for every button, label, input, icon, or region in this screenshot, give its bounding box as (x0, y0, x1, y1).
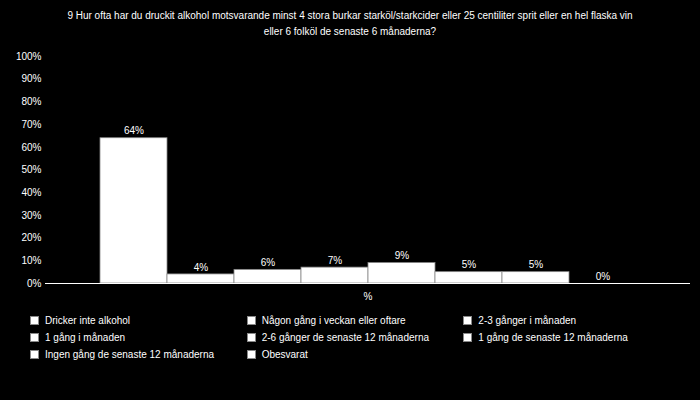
svg-text:30%: 30% (21, 210, 41, 221)
html-text:1 gång i månaden: 1 gång i månaden (45, 332, 126, 343)
svg-text:6%: 6% (261, 257, 276, 268)
html-text:1 gång de senaste 12 månaderna: 1 gång de senaste 12 månaderna (478, 332, 628, 343)
svg-text:100%: 100% (16, 51, 42, 62)
svg-text:20%: 20% (21, 232, 41, 243)
svg-text:40%: 40% (21, 187, 41, 198)
svg-text:4%: 4% (194, 262, 209, 273)
svg-text:70%: 70% (21, 119, 41, 130)
svg-text:%: % (364, 291, 373, 302)
svg-text:90%: 90% (21, 73, 41, 84)
svg-text:5%: 5% (462, 259, 477, 270)
svg-text:80%: 80% (21, 96, 41, 107)
svg-text:60%: 60% (21, 142, 41, 153)
html-text:Ingen gång de senaste 12 månad: Ingen gång de senaste 12 månaderna (45, 349, 214, 360)
html-text:2-3 gånger i månaden: 2-3 gånger i månaden (478, 315, 577, 326)
svg-text:50%: 50% (21, 164, 41, 175)
svg-text:5%: 5% (529, 259, 544, 270)
svg-text:7%: 7% (328, 255, 343, 266)
svg-text:9%: 9% (395, 250, 410, 261)
html-text:Någon gång i veckan eller ofta: Någon gång i veckan eller oftare (261, 315, 406, 326)
html-text:2-6 gånger de senaste 12 månad: 2-6 gånger de senaste 12 månaderna (261, 332, 429, 343)
html-text:9 Hur ofta har du druckit alko: 9 Hur ofta har du druckit alkohol motsva… (67, 10, 633, 37)
svg-text:64%: 64% (124, 125, 144, 136)
svg-text:0%: 0% (27, 278, 42, 289)
svg-text:10%: 10% (21, 255, 41, 266)
svg-text:0%: 0% (596, 271, 611, 282)
html-text:Obesvarat: Obesvarat (261, 349, 308, 360)
html-text:Dricker inte alkohol: Dricker inte alkohol (45, 315, 130, 326)
